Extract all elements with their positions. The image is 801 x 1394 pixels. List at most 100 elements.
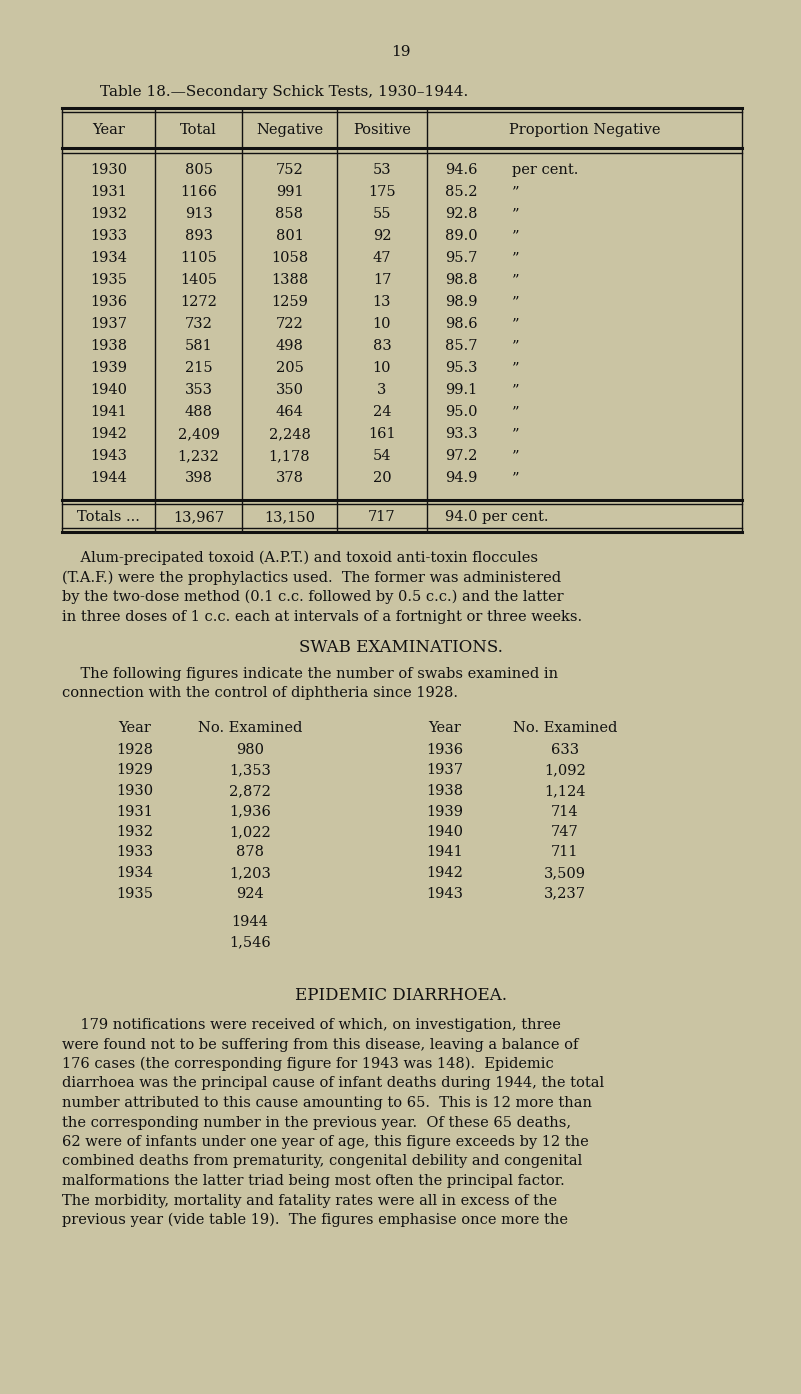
Text: 1939: 1939: [90, 361, 127, 375]
Text: 1944: 1944: [231, 914, 268, 928]
Text: 89.0: 89.0: [445, 229, 477, 243]
Text: (T.A.F.) were the prophylactics used.  The former was administered: (T.A.F.) were the prophylactics used. Th…: [62, 570, 562, 584]
Text: 353: 353: [184, 383, 212, 397]
Text: 98.8: 98.8: [445, 273, 477, 287]
Text: 2,248: 2,248: [268, 427, 311, 441]
Text: 3,509: 3,509: [544, 866, 586, 880]
Text: 1,232: 1,232: [178, 449, 219, 463]
Text: 378: 378: [276, 471, 304, 485]
Text: SWAB EXAMINATIONS.: SWAB EXAMINATIONS.: [299, 640, 503, 657]
Text: Proportion Negative: Proportion Negative: [509, 123, 660, 137]
Text: 498: 498: [276, 339, 304, 353]
Text: 1938: 1938: [426, 783, 464, 797]
Text: 2,872: 2,872: [229, 783, 271, 797]
Text: 161: 161: [368, 427, 396, 441]
Text: 1,124: 1,124: [544, 783, 586, 797]
Text: 913: 913: [184, 206, 212, 222]
Text: 1941: 1941: [91, 406, 127, 420]
Text: Table 18.—Secondary Schick Tests, 1930–1944.: Table 18.—Secondary Schick Tests, 1930–1…: [100, 85, 469, 99]
Text: ”: ”: [512, 229, 520, 243]
Text: 175: 175: [368, 185, 396, 199]
Text: 94.0 per cent.: 94.0 per cent.: [445, 510, 549, 524]
Text: 1936: 1936: [90, 296, 127, 309]
Text: The morbidity, mortality and fatality rates were all in excess of the: The morbidity, mortality and fatality ra…: [62, 1193, 557, 1207]
Text: diarrhoea was the principal cause of infant deaths during 1944, the total: diarrhoea was the principal cause of inf…: [62, 1076, 604, 1090]
Text: 10: 10: [372, 316, 391, 330]
Text: ”: ”: [512, 206, 520, 222]
Text: 1935: 1935: [90, 273, 127, 287]
Text: 714: 714: [551, 804, 579, 818]
Text: ”: ”: [512, 471, 520, 485]
Text: ”: ”: [512, 406, 520, 420]
Text: 752: 752: [276, 163, 304, 177]
Text: 205: 205: [276, 361, 304, 375]
Text: malformations the latter triad being most often the principal factor.: malformations the latter triad being mos…: [62, 1174, 565, 1188]
Text: 1943: 1943: [90, 449, 127, 463]
Text: 1,092: 1,092: [544, 764, 586, 778]
Text: 1936: 1936: [426, 743, 464, 757]
Text: 62 were of infants under one year of age, this figure exceeds by 12 the: 62 were of infants under one year of age…: [62, 1135, 589, 1149]
Text: 2,409: 2,409: [178, 427, 219, 441]
Text: connection with the control of diphtheria since 1928.: connection with the control of diphtheri…: [62, 686, 458, 701]
Text: 98.9: 98.9: [445, 296, 477, 309]
Text: 722: 722: [276, 316, 304, 330]
Text: 1,203: 1,203: [229, 866, 271, 880]
Text: Totals ...: Totals ...: [77, 510, 140, 524]
Text: No. Examined: No. Examined: [513, 721, 618, 735]
Text: No. Examined: No. Examined: [198, 721, 302, 735]
Text: 1938: 1938: [90, 339, 127, 353]
Text: Positive: Positive: [353, 123, 411, 137]
Text: ”: ”: [512, 339, 520, 353]
Text: 95.0: 95.0: [445, 406, 477, 420]
Text: 94.9: 94.9: [445, 471, 477, 485]
Text: 13,967: 13,967: [173, 510, 224, 524]
Text: 1931: 1931: [90, 185, 127, 199]
Text: The following figures indicate the number of swabs examined in: The following figures indicate the numbe…: [62, 666, 558, 682]
Text: 980: 980: [236, 743, 264, 757]
Text: 1929: 1929: [117, 764, 154, 778]
Text: 1105: 1105: [180, 251, 217, 265]
Text: 13,150: 13,150: [264, 510, 315, 524]
Text: Year: Year: [429, 721, 461, 735]
Text: 97.2: 97.2: [445, 449, 477, 463]
Text: 878: 878: [236, 846, 264, 860]
Text: ”: ”: [512, 383, 520, 397]
Text: 1931: 1931: [117, 804, 154, 818]
Text: ”: ”: [512, 427, 520, 441]
Text: EPIDEMIC DIARRHOEA.: EPIDEMIC DIARRHOEA.: [295, 987, 507, 1004]
Text: 1934: 1934: [90, 251, 127, 265]
Text: 92: 92: [372, 229, 391, 243]
Text: 1058: 1058: [271, 251, 308, 265]
Text: 858: 858: [276, 206, 304, 222]
Text: 179 notifications were received of which, on investigation, three: 179 notifications were received of which…: [62, 1018, 561, 1032]
Text: 1940: 1940: [426, 825, 464, 839]
Text: number attributed to this cause amounting to 65.  This is 12 more than: number attributed to this cause amountin…: [62, 1096, 592, 1110]
Text: Total: Total: [180, 123, 217, 137]
Text: 1932: 1932: [116, 825, 154, 839]
Text: 398: 398: [184, 471, 212, 485]
Text: 1388: 1388: [271, 273, 308, 287]
Text: ”: ”: [512, 273, 520, 287]
Text: 1,546: 1,546: [229, 935, 271, 949]
Text: 3,237: 3,237: [544, 887, 586, 901]
Text: 1,353: 1,353: [229, 764, 271, 778]
Text: 1928: 1928: [116, 743, 154, 757]
Text: 83: 83: [372, 339, 392, 353]
Text: 1943: 1943: [426, 887, 464, 901]
Text: 464: 464: [276, 406, 304, 420]
Text: 732: 732: [184, 316, 212, 330]
Text: 1166: 1166: [180, 185, 217, 199]
Text: 1942: 1942: [427, 866, 464, 880]
Text: 1932: 1932: [90, 206, 127, 222]
Text: 633: 633: [551, 743, 579, 757]
Text: 85.7: 85.7: [445, 339, 477, 353]
Text: 17: 17: [372, 273, 391, 287]
Text: 47: 47: [372, 251, 391, 265]
Text: ”: ”: [512, 296, 520, 309]
Text: 3: 3: [377, 383, 387, 397]
Text: 10: 10: [372, 361, 391, 375]
Text: 747: 747: [551, 825, 579, 839]
Text: Negative: Negative: [256, 123, 323, 137]
Text: 717: 717: [368, 510, 396, 524]
Text: 95.7: 95.7: [445, 251, 477, 265]
